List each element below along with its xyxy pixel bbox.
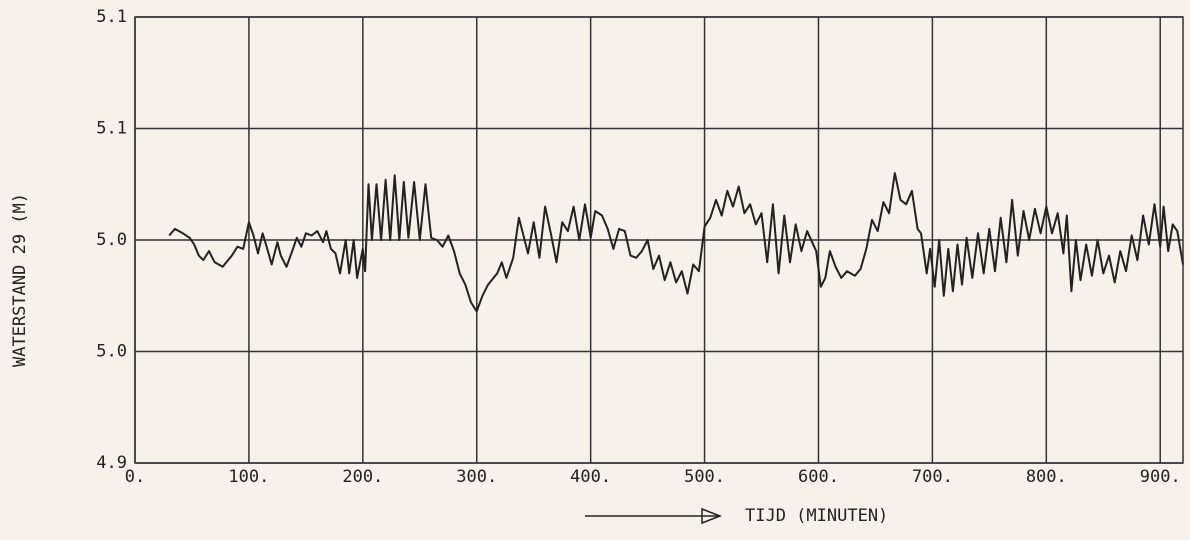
y-tick-label: 5.1	[96, 7, 127, 27]
x-tick-label: 400.	[570, 467, 611, 487]
data-line	[168, 172, 1184, 313]
x-axis-label: TIJD (MINUTEN)	[745, 506, 888, 526]
x-tick-label: 800.	[1026, 467, 1067, 487]
x-tick-label: 600.	[798, 467, 839, 487]
x-tick-label: 300.	[456, 467, 497, 487]
x-tick-label: 0.	[125, 467, 145, 487]
x-tick-label: 900.	[1140, 467, 1181, 487]
y-tick-label: 5.0	[96, 230, 127, 250]
x-tick-label: 200.	[342, 467, 383, 487]
x-tick-label: 700.	[912, 467, 953, 487]
arrow-head	[701, 507, 723, 525]
y-axis-label: WATERSTAND 29 (M)	[10, 193, 30, 367]
x-axis-arrow	[585, 507, 723, 525]
x-tick-label: 500.	[684, 467, 725, 487]
y-tick-label: 4.9	[96, 453, 127, 473]
y-tick-label: 5.1	[96, 119, 127, 139]
x-tick-label: 100.	[228, 467, 269, 487]
y-tick-label: 5.0	[96, 342, 127, 362]
